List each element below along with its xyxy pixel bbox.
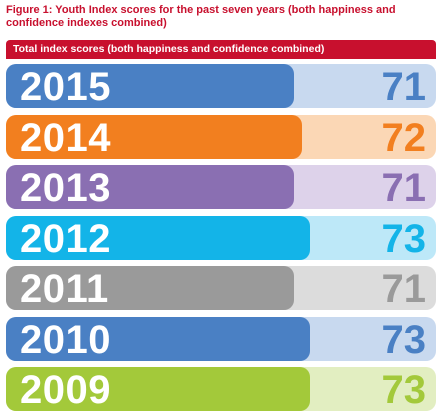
- bar-category-label: 2013: [20, 166, 111, 210]
- bar-value-label: 73: [381, 317, 427, 362]
- chart-header-bar: Total index scores (both happiness and c…: [6, 40, 436, 59]
- bar-row-2010: 2010 73: [6, 316, 436, 362]
- bar-value-label: 73: [381, 368, 427, 412]
- bar-category-label: 2015: [20, 65, 111, 109]
- bar-fill: [6, 215, 310, 260]
- bar-row-2013: 2013 71: [6, 165, 436, 210]
- bar-category-label: 2009: [20, 368, 111, 412]
- bar-category-label: 2012: [20, 216, 111, 261]
- bar-value-label: 73: [381, 216, 427, 261]
- bar-fill: [6, 165, 294, 209]
- bar-row-2014: 2014 72: [6, 114, 436, 160]
- bar-value-label: 71: [381, 166, 427, 210]
- bar-row-2015: 2015 71: [6, 64, 436, 109]
- bar-fill: [6, 367, 310, 411]
- bar-category-label: 2014: [20, 115, 111, 160]
- bar-row-2012: 2012 73: [6, 215, 436, 261]
- bar-fill: [6, 114, 302, 159]
- bar-value-label: 72: [381, 115, 427, 160]
- bar-value-label: 71: [381, 267, 427, 311]
- bar-value-label: 71: [381, 65, 427, 109]
- bar-category-label: 2011: [20, 267, 109, 311]
- bar-fill: [6, 64, 294, 108]
- bar-row-2009: 2009 73: [6, 367, 436, 412]
- bar-chart: 2015 71 2014 72 2013 71 2012 73 2011 71 2010 73 2009…: [6, 64, 436, 414]
- figure-title: Figure 1: Youth Index scores for the pas…: [6, 4, 396, 29]
- bar-fill: [6, 266, 294, 310]
- bar-category-label: 2010: [20, 317, 111, 362]
- bar-fill: [6, 316, 310, 361]
- bar-row-2011: 2011 71: [6, 266, 436, 311]
